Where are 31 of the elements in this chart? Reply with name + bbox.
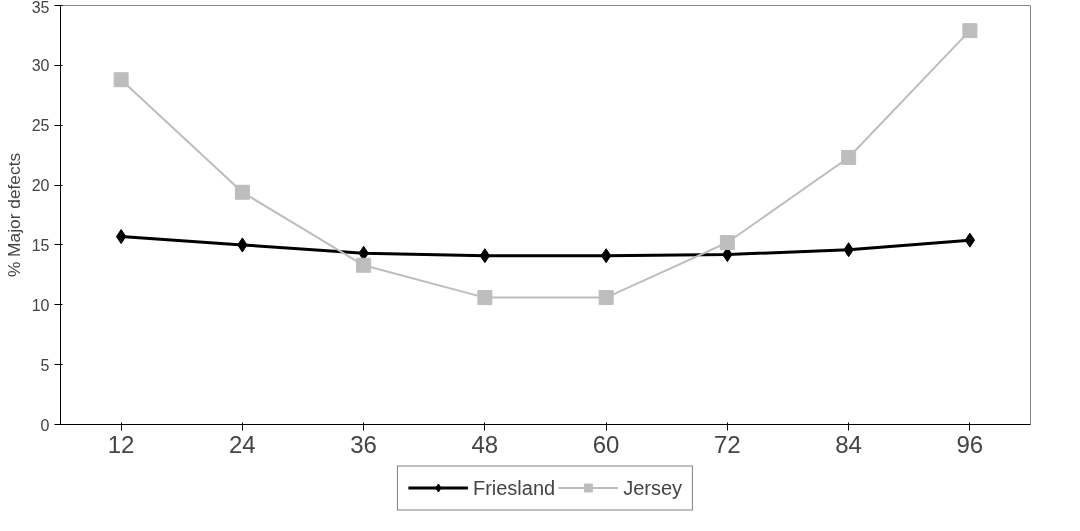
x-tick-label: 84 [835,430,862,458]
y-tick-label: 25 [31,117,50,135]
x-tick-label: 72 [714,430,741,458]
point [841,150,857,166]
x-tick-label: 60 [592,430,620,458]
point [477,290,493,306]
x-tick-label: 96 [956,430,984,458]
point [719,235,735,251]
y-tick-label: 20 [31,177,50,195]
y-axis-title: % Major defects [3,152,24,278]
point [113,72,129,88]
point [600,248,612,264]
point [234,184,250,200]
y-tick-label: 15 [31,236,50,254]
x-tick-label: 36 [350,430,377,458]
y-tick-label: 35 [31,0,50,16]
x-tick-label: 12 [107,430,135,458]
y-tick-label: 30 [31,57,50,75]
point [598,290,614,306]
y-tick-label: 0 [40,416,50,434]
x-tick-label: 24 [229,430,256,458]
y-tick-label: 5 [40,356,50,374]
point [962,23,978,39]
x-tick-label: 48 [471,430,499,458]
legend-label: Friesland [472,476,556,499]
legend-label: Jersey [623,476,683,499]
point [356,257,372,273]
y-tick-label: 10 [31,296,50,314]
point [115,229,127,245]
point [479,248,491,264]
point [964,232,976,248]
